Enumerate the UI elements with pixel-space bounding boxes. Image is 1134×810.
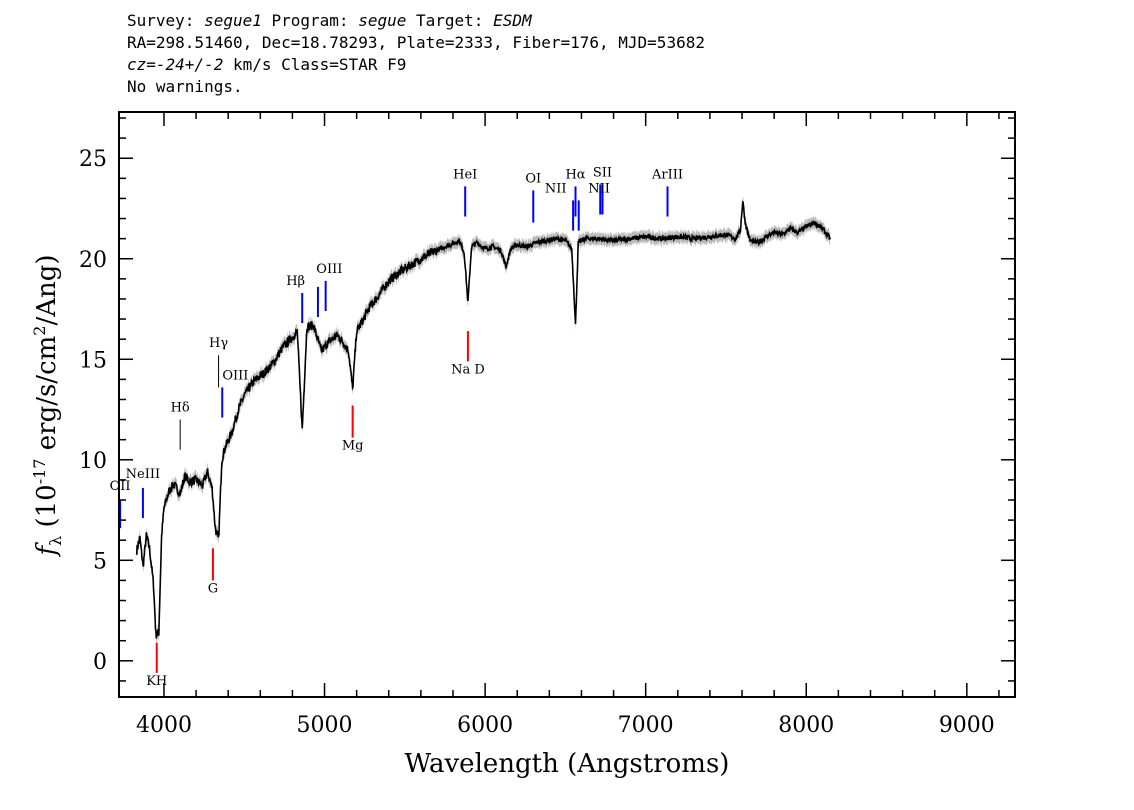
x-tick-label: 5000 <box>297 713 353 738</box>
line-label-12: OI <box>525 171 541 186</box>
header-line-survey: Survey: segue1 Program: segue Target: ES… <box>127 10 705 32</box>
y-tick-label: 15 <box>79 348 107 373</box>
y-tick-label: 5 <box>93 549 107 574</box>
line-label-7: Hγ <box>209 336 228 351</box>
axes: 4000 5000 6000 7000 8000 9000 0 5 10 15 20 25 <box>79 111 1016 738</box>
program-value: segue <box>358 11 407 30</box>
y-axis-exponent: -17 <box>30 459 49 485</box>
y-tick-label: 25 <box>79 147 107 172</box>
line-label-0: KH <box>146 674 167 689</box>
spectrum-line <box>135 201 832 639</box>
y-axis-unit-mid: erg/s/cm <box>32 336 62 459</box>
line-label-10: OIII <box>316 262 342 277</box>
line-label-14: Hα <box>565 167 585 182</box>
x-tick-label: 8000 <box>778 713 834 738</box>
line-label-2: Mg <box>342 439 364 454</box>
cz-label: cz <box>127 55 147 74</box>
error-band <box>136 195 831 645</box>
y-tick-label: 10 <box>79 449 107 474</box>
line-label-17: ArIII <box>651 167 683 182</box>
line-label-15: SII <box>593 165 612 180</box>
x-tick-label: 7000 <box>618 713 674 738</box>
plot-frame <box>118 111 1016 698</box>
y-axis-unit-open: (10 <box>32 484 62 536</box>
x-tick-label: 4000 <box>136 713 192 738</box>
class-text: km/s Class=STAR F9 <box>223 55 407 74</box>
line-label-16: NII <box>588 181 610 196</box>
line-label-13: NII <box>545 181 567 196</box>
y-tick-label: 20 <box>79 248 107 273</box>
line-label-9: Hβ <box>286 274 305 289</box>
target-value: ESDM <box>493 11 532 30</box>
survey-value: segue1 <box>204 11 262 30</box>
header-line-coordinates: RA=298.51460, Dec=18.78293, Plate=2333, … <box>127 33 705 52</box>
y-tick-label: 0 <box>93 650 107 675</box>
y-axis-lambda-sub: λ <box>46 536 65 546</box>
y-axis-unit-end: /Ang) <box>32 254 62 325</box>
line-label-6: Hδ <box>171 401 190 416</box>
y-axis-sq: 2 <box>30 326 49 336</box>
cz-value: =-24+/-2 <box>146 55 224 74</box>
line-label-5: NeIII <box>126 467 160 482</box>
error-envelope <box>136 195 831 645</box>
line-label-3: Na D <box>451 362 485 377</box>
x-axis-label: Wavelength (Angstroms) <box>405 749 730 779</box>
line-label-1: G <box>208 581 218 596</box>
program-label: Program: <box>261 11 359 30</box>
target-label: Target: <box>406 11 494 30</box>
spectrum-header: Survey: segue1 Program: segue Target: ES… <box>127 10 705 98</box>
survey-label: Survey: <box>127 11 205 30</box>
x-tick-label: 6000 <box>457 713 513 738</box>
spectrum-layer <box>135 201 832 639</box>
x-tick-label: 9000 <box>939 713 995 738</box>
header-line-warnings: No warnings. <box>127 77 243 96</box>
line-label-8: OIII <box>222 368 248 383</box>
header-line-redshift: cz=-24+/-2 km/s Class=STAR F9 <box>127 54 705 76</box>
line-label-4: OII <box>110 479 131 494</box>
y-axis-label: fλ (10-17 erg/s/cm2/Ang) <box>30 254 65 557</box>
line-label-11: HeI <box>453 167 477 182</box>
